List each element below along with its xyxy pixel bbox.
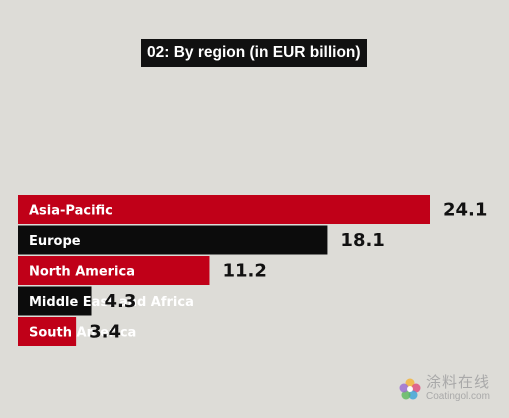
bar-value-label: 4.3: [105, 291, 137, 312]
chart-title: 02: By region (in EUR billion): [141, 39, 367, 67]
watermark-url-text: Coatingol.com: [426, 391, 490, 402]
bar-label: Asia-Pacific: [29, 204, 113, 219]
bar-middle-east-and-africa: [18, 286, 92, 316]
bar-value-label: 11.2: [222, 261, 266, 282]
bar-north-america: [18, 256, 210, 285]
watermark-chinese-text: 涂料在线: [426, 373, 491, 391]
bar-europe: [18, 225, 328, 255]
bar-south-america: [18, 317, 77, 346]
bar-label: South America: [29, 326, 136, 341]
bar-value-label: 24.1: [443, 200, 487, 221]
flower-logo-icon: [399, 378, 421, 399]
watermark: 涂料在线 Coatingol.com: [398, 375, 490, 402]
bar-label: Europe: [29, 234, 81, 249]
bar-label: Middle East and Africa: [29, 295, 194, 310]
bar-label: North America: [29, 265, 135, 280]
bar-value-label: 3.4: [89, 322, 121, 343]
bar-asia-pacific: [18, 195, 430, 224]
bar-value-label: 18.1: [340, 230, 384, 251]
